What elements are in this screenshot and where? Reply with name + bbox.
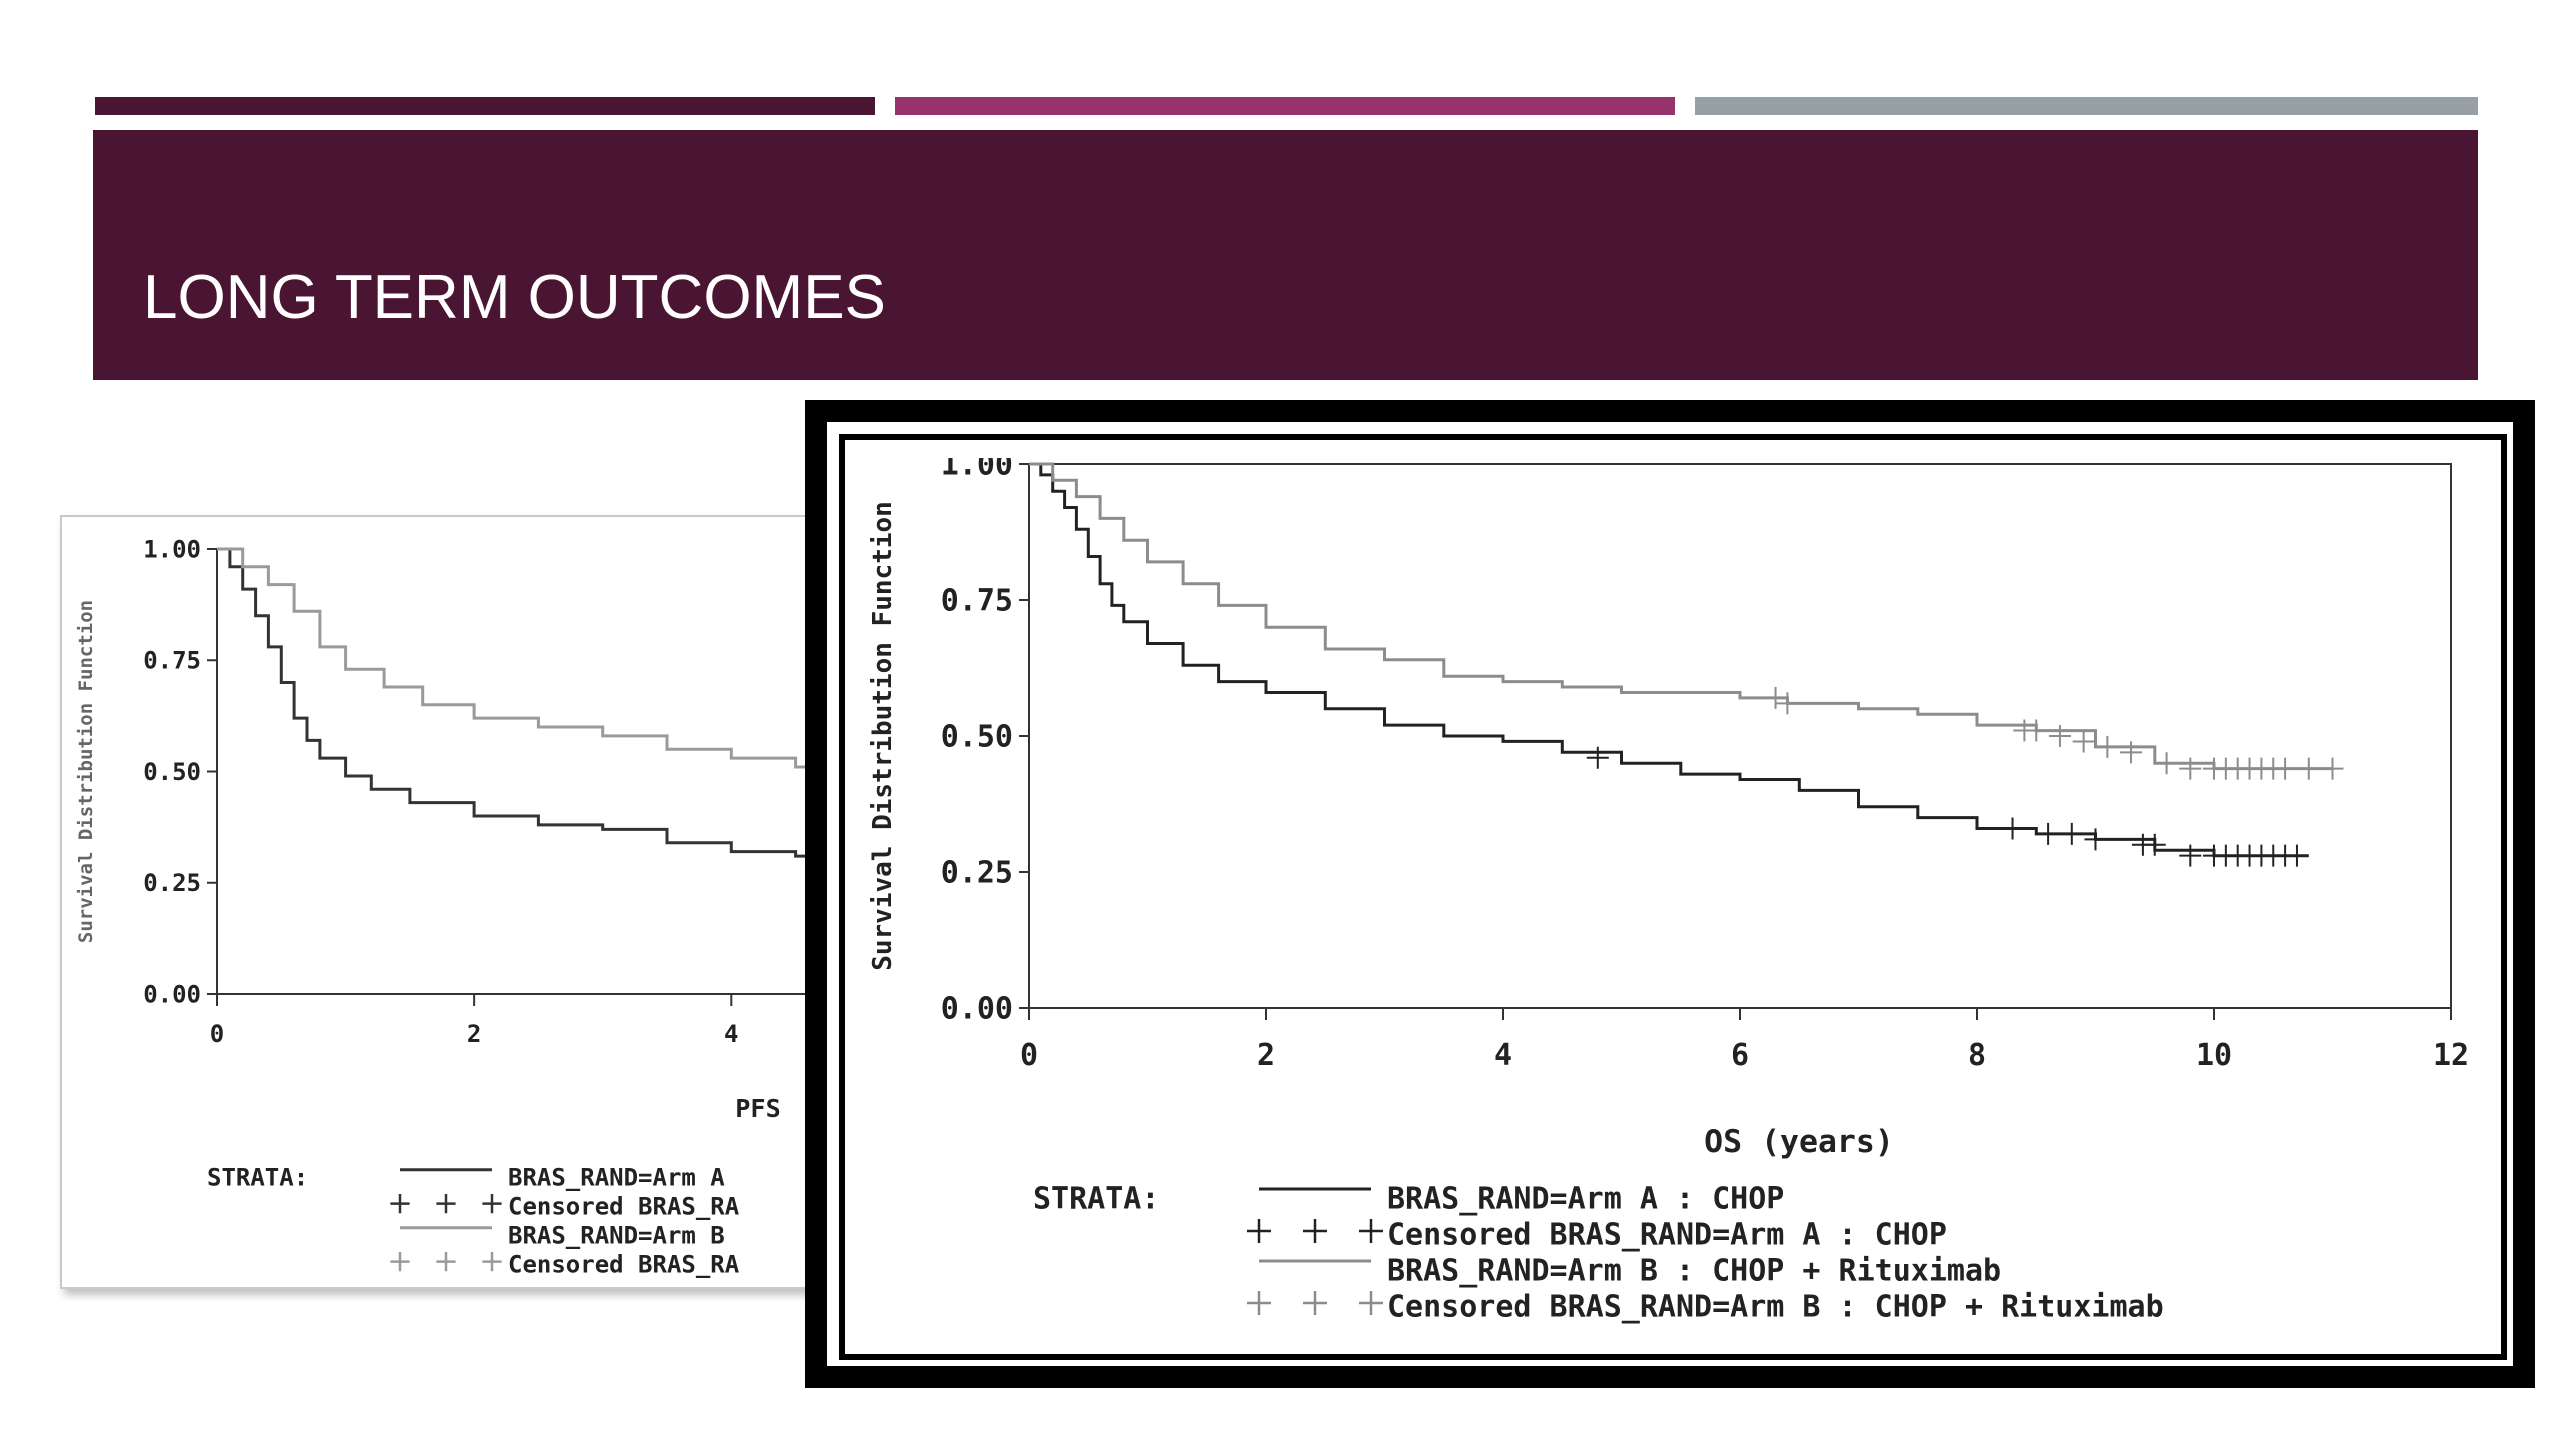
accent-bar-gray <box>1695 97 2478 115</box>
os-censor-mark <box>1764 686 1787 709</box>
pfs-chart: 0.00 0.25 0.50 0.75 1.00 0 2 4 Survival Distribu… <box>75 535 939 1278</box>
os-x-tick-label: 2 <box>1257 1038 1275 1073</box>
os-censor-mark <box>2060 822 2083 845</box>
os-censor-mark <box>1586 746 1609 769</box>
pfs-chart-panel: 0.00 0.25 0.50 0.75 1.00 0 2 4 Survival Distribu… <box>60 515 944 1289</box>
os-censor-mark <box>2048 725 2071 747</box>
pfs-legend-censor-symbol <box>482 1252 502 1272</box>
os-y-tick-label: 1.00 <box>941 458 1013 483</box>
os-censor-mark <box>2321 757 2344 780</box>
os-censor-mark <box>2096 735 2119 758</box>
pfs-series-line <box>217 547 939 776</box>
os-censor-mark <box>2285 844 2308 867</box>
os-censor-mark <box>2084 828 2107 851</box>
os-censor-mark <box>2179 844 2202 867</box>
os-censor-mark <box>1776 692 1799 715</box>
os-y-tick-label: 0.00 <box>941 992 1013 1027</box>
os-censor-mark <box>2297 757 2320 780</box>
pfs-series-line <box>217 547 937 862</box>
os-censor-mark <box>2037 822 2060 845</box>
pfs-x-axis-label: PFS <box>735 1094 781 1123</box>
pfs-legend-entry: BRAS_RAND=Arm A <box>508 1163 725 1191</box>
os-censor-mark <box>2025 719 2048 742</box>
os-x-tick-label: 6 <box>1731 1038 1749 1073</box>
os-censor-mark <box>2120 741 2143 764</box>
pfs-y-tick-label: 1.00 <box>143 535 201 563</box>
os-legend-entry: BRAS_RAND=Arm A : CHOP <box>1387 1182 1784 1217</box>
pfs-legend-entry: Censored BRAS_RA <box>508 1192 740 1220</box>
os-frame-inner: 0.00 0.25 0.50 0.75 1.00 0 2 4 6 8 10 12 Survival Di… <box>827 422 2513 1366</box>
pfs-y-tick-label: 0.50 <box>143 758 201 786</box>
pfs-legend-censor-symbol <box>482 1194 502 1214</box>
os-series-line <box>1029 462 2309 858</box>
pfs-legend-censor-symbol <box>436 1194 456 1214</box>
os-y-tick-label: 0.50 <box>941 720 1013 755</box>
pfs-legend-entry: BRAS_RAND=Arm B <box>508 1221 725 1249</box>
accent-bar-magenta <box>895 97 1675 115</box>
os-legend-entry: BRAS_RAND=Arm B : CHOP + Rituximab <box>1387 1254 2001 1289</box>
os-legend-label: STRATA: <box>1033 1182 1159 1217</box>
os-y-tick-label: 0.75 <box>941 584 1013 619</box>
os-censor-mark <box>2143 833 2166 856</box>
os-chart-frame: 0.00 0.25 0.50 0.75 1.00 0 2 4 6 8 10 12 Survival Di… <box>805 400 2535 1388</box>
os-frame-line <box>839 434 2507 1360</box>
os-legend-entry: Censored BRAS_RAND=Arm B : CHOP + Rituxi… <box>1387 1290 2164 1325</box>
os-x-tick-label: 12 <box>2433 1038 2469 1073</box>
pfs-y-tick-label: 0.75 <box>143 647 201 675</box>
os-legend-censor-symbol <box>1247 1219 1271 1243</box>
pfs-x-tick-label: 4 <box>724 1020 738 1048</box>
os-y-tick-label: 0.25 <box>941 856 1013 891</box>
os-legend-censor-symbol <box>1303 1291 1327 1315</box>
slide-title: LONG TERM OUTCOMES <box>143 263 886 332</box>
os-plot-frame <box>1028 463 2452 1009</box>
os-legend-censor-symbol <box>1359 1291 1383 1315</box>
os-legend-censor-symbol <box>1359 1219 1383 1243</box>
os-censor-mark <box>2179 757 2202 780</box>
os-legend-censor-symbol <box>1303 1219 1327 1243</box>
os-x-tick-label: 10 <box>2196 1038 2232 1073</box>
pfs-x-tick-label: 0 <box>210 1020 224 1048</box>
pfs-y-tick-label: 0.25 <box>143 869 201 897</box>
os-x-tick-label: 0 <box>1020 1038 1038 1073</box>
os-chart-panel: 0.00 0.25 0.50 0.75 1.00 0 2 4 6 8 10 12 Survival Di… <box>863 458 2477 1330</box>
os-censor-mark <box>2001 817 2024 840</box>
os-legend-censor-symbol <box>1247 1291 1271 1315</box>
pfs-legend-censor-symbol <box>390 1252 410 1272</box>
title-band: LONG TERM OUTCOMES <box>93 130 2478 380</box>
pfs-y-axis-label: Survival Distribution Function <box>75 600 97 943</box>
pfs-legend-censor-symbol <box>436 1252 456 1272</box>
os-censor-mark <box>2274 757 2297 780</box>
pfs-legend-censor-symbol <box>390 1194 410 1214</box>
os-censor-mark <box>2155 752 2178 775</box>
pfs-y-tick-label: 0.00 <box>143 980 201 1008</box>
os-y-axis-label: Survival Distribution Function <box>868 501 898 971</box>
os-censor-mark <box>2072 730 2095 753</box>
os-chart: 0.00 0.25 0.50 0.75 1.00 0 2 4 6 8 10 12 Survival Di… <box>868 458 2469 1325</box>
accent-bar-dark <box>95 97 875 115</box>
os-x-axis-label: OS (years) <box>1704 1124 1894 1160</box>
pfs-legend-entry: Censored BRAS_RA <box>508 1250 740 1278</box>
os-legend-entry: Censored BRAS_RAND=Arm A : CHOP <box>1387 1218 1947 1253</box>
pfs-legend-label: STRATA: <box>207 1163 308 1191</box>
pfs-x-tick-label: 2 <box>467 1020 481 1048</box>
os-x-tick-label: 8 <box>1968 1038 1986 1073</box>
os-series-line <box>1029 462 2333 771</box>
os-x-tick-label: 4 <box>1494 1038 1512 1073</box>
